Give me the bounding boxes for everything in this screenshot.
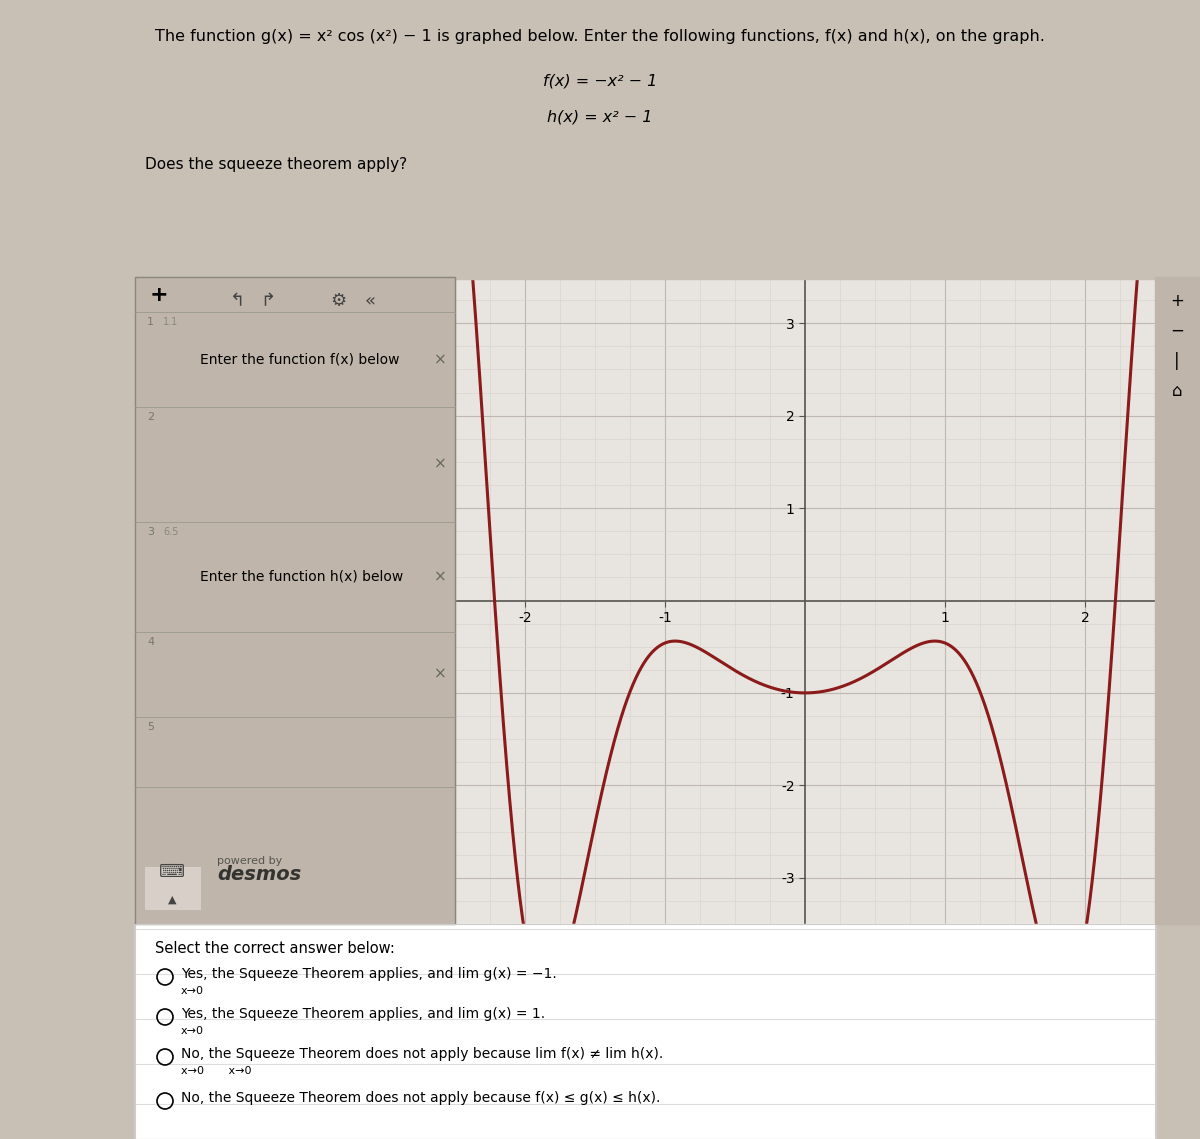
Text: +: + <box>150 285 169 305</box>
Bar <box>134 924 1154 1139</box>
Text: x→0: x→0 <box>181 986 204 995</box>
Text: Enter the function f(x) below: Enter the function f(x) below <box>200 352 400 367</box>
Text: «: « <box>365 292 376 310</box>
Bar <box>0 0 1200 279</box>
Text: ×: × <box>433 457 446 472</box>
Text: Select the correct answer below:: Select the correct answer below: <box>155 941 395 956</box>
Text: ×: × <box>433 352 446 367</box>
Text: h(x) = x² − 1: h(x) = x² − 1 <box>547 109 653 124</box>
Text: powered by: powered by <box>217 857 282 866</box>
Text: No, the Squeeze Theorem does not apply because lim f(x) ≠ lim h(x).: No, the Squeeze Theorem does not apply b… <box>181 1047 664 1062</box>
Text: ⚙: ⚙ <box>330 292 346 310</box>
Text: 6.5: 6.5 <box>163 527 179 536</box>
Text: The function g(x) = x² cos (x²) − 1 is graphed below. Enter the following functi: The function g(x) = x² cos (x²) − 1 is g… <box>155 28 1045 44</box>
Bar <box>134 277 455 924</box>
Text: ▲: ▲ <box>168 895 176 906</box>
Text: 1: 1 <box>148 317 154 327</box>
Text: −: − <box>1170 322 1184 341</box>
Bar <box>145 867 200 909</box>
Text: 5: 5 <box>148 722 154 732</box>
Text: x→0: x→0 <box>181 1026 204 1036</box>
Bar <box>1154 277 1200 924</box>
Bar <box>134 924 1154 1139</box>
Text: x→0       x→0: x→0 x→0 <box>181 1066 252 1076</box>
Text: No, the Squeeze Theorem does not apply because f(x) ≤ g(x) ≤ h(x).: No, the Squeeze Theorem does not apply b… <box>181 1091 660 1105</box>
Text: +: + <box>1170 292 1184 310</box>
Text: |: | <box>1174 352 1180 370</box>
Text: desmos: desmos <box>217 865 301 884</box>
Text: 4: 4 <box>148 637 154 647</box>
Bar <box>134 277 455 924</box>
Text: ↱: ↱ <box>260 292 275 310</box>
Text: 1.1: 1.1 <box>163 317 179 327</box>
Text: ⌨: ⌨ <box>158 863 185 880</box>
Text: ↰: ↰ <box>230 292 245 310</box>
Text: ×: × <box>433 570 446 584</box>
Text: ⌂: ⌂ <box>1171 382 1182 400</box>
Text: f(x) = −x² − 1: f(x) = −x² − 1 <box>542 74 658 89</box>
Text: 3: 3 <box>148 527 154 536</box>
Text: Yes, the Squeeze Theorem applies, and lim g(x) = −1.: Yes, the Squeeze Theorem applies, and li… <box>181 967 557 981</box>
Text: Enter the function h(x) below: Enter the function h(x) below <box>200 570 403 584</box>
Text: Does the squeeze theorem apply?: Does the squeeze theorem apply? <box>145 157 407 172</box>
Text: 2: 2 <box>148 412 154 423</box>
Text: ×: × <box>433 667 446 682</box>
Text: Yes, the Squeeze Theorem applies, and lim g(x) = 1.: Yes, the Squeeze Theorem applies, and li… <box>181 1007 545 1021</box>
